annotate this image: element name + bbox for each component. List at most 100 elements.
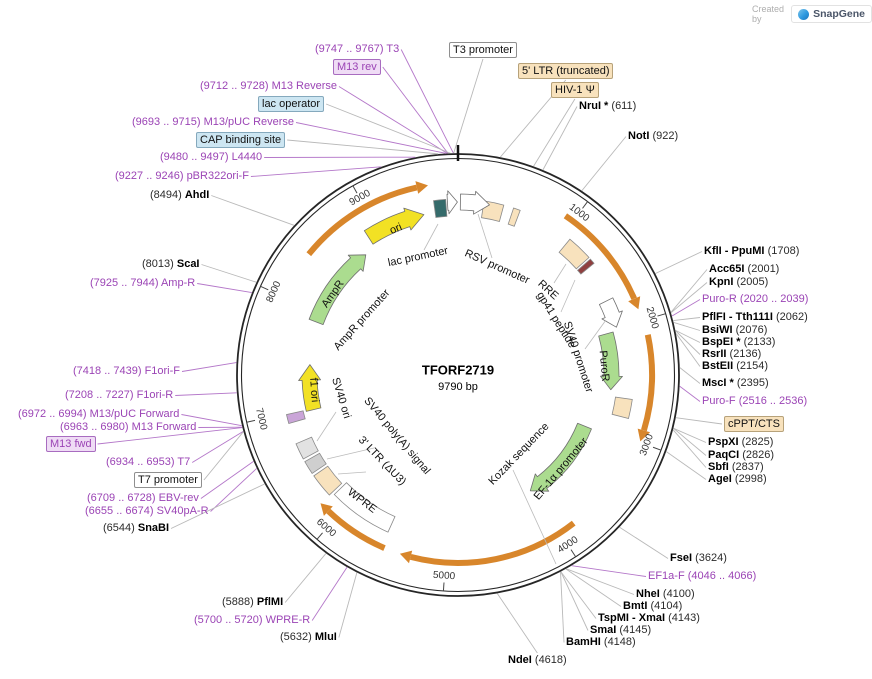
m13-forward-name: M13 Forward [131,421,197,433]
puro-f-name: Puro-F [702,395,736,407]
feature-arrow-puror [598,331,623,391]
callout-line-35 [679,367,701,384]
restriction-site-label-nhei: NheI (4100) [636,588,695,601]
restriction-site-label-sbfi: SbfI (2837) [708,461,764,474]
feature-label-5ltr: 5' LTR (truncated) [518,63,614,79]
restriction-site-label-smai: SmaI (4145) [590,624,651,637]
callout-line-12 [175,392,237,396]
primer-label-m13-reverse: (9712 .. 9728) M13 Reverse [200,80,337,93]
primer-label-m13-puc-forward: (6972 .. 6994) M13/pUC Forward [18,408,179,421]
sbfi-name: SbfI [708,461,729,473]
feature-arc-bottom-left-arrowhead [320,503,333,516]
callout-line-4 [295,122,446,154]
m13-fwd-name: M13 fwd [50,438,92,450]
watermark-created-by: Created by [752,4,785,24]
snabi-name: SnaBI [137,522,170,534]
hiv1-psi-name: HIV-1 Ψ [555,84,595,96]
feature-arc-top-left [306,184,418,257]
callout-line-49 [496,593,538,654]
feature-label-t7-promoter: T7 promoter [134,472,202,488]
callout-line-52 [338,572,358,638]
nhei-name: NheI [636,588,660,600]
callout-line-41 [666,451,707,480]
callout-line-15 [97,427,243,445]
callout-line-45 [565,568,622,607]
bspei-pos: (2133) [743,336,776,348]
leader-rsv-promoter [477,213,493,259]
feature-arrow-ori [363,207,425,245]
feature-box-rre [558,238,590,270]
t7-name: T7 [177,456,191,468]
primer-label-m13-forward: (6963 .. 6980) M13 Forward [60,421,196,434]
restriction-site-label-bamhi: BamHI (4148) [566,636,636,649]
agei-pos: (2998) [734,473,767,485]
agei-name: AgeI [708,473,732,485]
mlui-pos: (5632) [280,631,312,643]
tick-mark-1000 [582,201,589,209]
primer-label-t7: (6934 .. 6953) T7 [106,456,190,469]
snabi-pos: (6544) [103,522,135,534]
callout-line-16 [191,430,244,463]
callout-line-51 [311,567,348,621]
feature-label-cap-binding-site: CAP binding site [196,132,286,148]
ndei-pos: (4618) [534,654,567,666]
snapgene-brand-pill: SnapGene [791,5,872,23]
snapgene-logo-icon [798,8,810,20]
feature-label-hiv1-psi: HIV-1 Ψ [551,82,599,98]
tick-mark-5000 [442,582,445,592]
puro-r-name: Puro-R [702,293,737,305]
noti-name: NotI [628,130,650,142]
primer-label-t3: (9747 .. 9767) T3 [315,43,399,56]
snapgene-brand-name: SnapGene [813,8,865,20]
leader-sv40-promoter [584,319,607,350]
callout-line-25 [581,136,627,192]
ahdi-name: AhdI [184,189,210,201]
feature-box-gp41-peptide [577,258,595,275]
f1ori-f-range: (7418 .. 7439) [73,365,142,377]
callout-line-24 [542,106,578,171]
restriction-site-label-snabi: (6544) SnaBI [103,522,169,535]
paqci-name: PaqCI [708,449,740,461]
callout-line-7 [250,166,382,177]
ebv-rev-range: (6709 .. 6728) [87,492,156,504]
feature-box-wpre [333,482,396,533]
feature-arc-top-left-arrowhead [415,181,428,194]
m13-forward-range: (6963 .. 6980) [60,421,129,433]
restriction-site-label-fsei: FseI (3624) [670,552,727,565]
t7-range: (6934 .. 6953) [106,456,175,468]
callout-line-43 [571,565,647,577]
tick-mark-9000 [352,185,358,194]
callout-line-2 [338,86,448,154]
restriction-site-label-tspmi-xmai: TspMI - XmaI (4143) [598,612,700,625]
callout-line-42 [619,526,669,559]
f1ori-r-range: (7208 .. 7227) [65,389,134,401]
restriction-site-label-bspei: BspEI * (2133) [702,336,775,349]
callout-line-30 [673,317,701,321]
puro-f-range: (2516 .. 2536) [738,395,808,407]
restriction-site-label-kpni: KpnI (2005) [709,276,768,289]
tspmi-xmai-name: TspMI - XmaI [598,612,666,624]
noti-pos: (922) [652,130,679,142]
bamhi-pos: (4148) [603,636,636,648]
feature-label-lac-operator: lac operator [258,96,325,112]
feature-arc-right-arrowhead [637,428,651,442]
feature-box-cppt-cts [611,396,633,419]
restriction-site-label-paqci: PaqCI (2826) [708,449,774,462]
feature-arrow-rsv-promoter [459,190,490,215]
kfli-ppumi-name: KflI - PpuMI [704,245,765,257]
restriction-site-label-ndei: NdeI (4618) [508,654,567,667]
bspei-name: BspEI * [702,336,741,348]
restriction-site-label-kfli-ppumi: KflI - PpuMI (1708) [704,245,799,258]
callout-line-26 [655,251,703,274]
tspmi-xmai-pos: (4143) [668,612,700,624]
feature-label-puror: PuroR [596,349,612,383]
primer-label-ef1a-f: EF1a-F (4046 .. 4066) [648,570,756,583]
smai-name: SmaI [590,624,617,636]
primer-label-f1ori-f: (7418 .. 7439) F1ori-F [73,365,180,378]
feature-box-hiv1-psi [507,207,521,227]
tick-mark-7000 [246,419,256,423]
primer-label-l4440: (9480 .. 9497) L4440 [160,151,262,164]
bmti-pos: (4104) [650,600,683,612]
ef1a-f-name: EF1a-F [648,570,685,582]
primer-t3-range: (9747 .. 9767) [315,43,384,55]
